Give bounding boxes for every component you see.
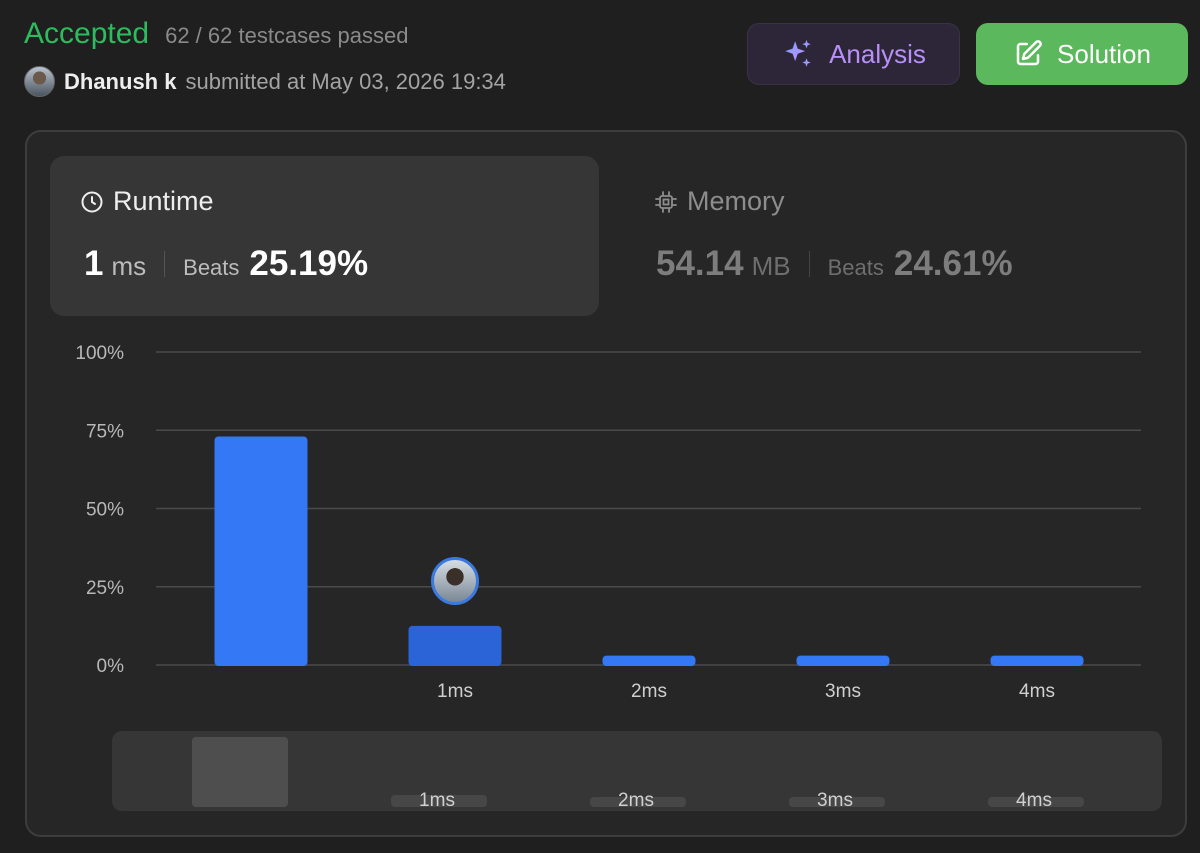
- runtime-unit: ms: [111, 251, 147, 281]
- bar: [214, 436, 308, 666]
- memory-unit: MB: [751, 251, 791, 281]
- x-tick-label: 4ms: [1019, 681, 1055, 702]
- memory-beats-label: Beats: [827, 255, 884, 280]
- submission-status: Accepted 62 / 62 testcases passed: [24, 17, 408, 51]
- analysis-button[interactable]: Analysis: [747, 23, 960, 85]
- accepted-status: Accepted: [24, 17, 150, 50]
- runtime-value: 1: [84, 244, 104, 283]
- runtime-divider: [164, 251, 166, 277]
- overview-tick-label: 1ms: [419, 790, 455, 811]
- memory-value: 54.14: [656, 244, 744, 283]
- overview-bar: [789, 797, 885, 807]
- memory-divider: [808, 251, 810, 277]
- user-name-link[interactable]: Dhanush k: [64, 68, 177, 94]
- y-tick-label: 75%: [86, 421, 124, 442]
- submitted-timestamp: submitted at May 03, 2026 19:34: [185, 68, 506, 94]
- edit-icon: [1016, 40, 1042, 66]
- bar: [990, 655, 1084, 666]
- overview-bar: [590, 797, 686, 807]
- submitter-info: Dhanush k submitted at May 03, 2026 19:3…: [24, 66, 506, 97]
- memory-title: Memory: [687, 186, 785, 216]
- overview-bar: [391, 795, 487, 807]
- avatar[interactable]: [24, 66, 55, 97]
- chip-icon: [655, 190, 677, 213]
- overview-tick-label: 3ms: [817, 790, 853, 811]
- runtime-header: Runtime: [80, 186, 214, 217]
- overview-bar: [192, 737, 288, 807]
- y-tick-label: 100%: [75, 343, 124, 364]
- x-tick-label: 2ms: [631, 681, 667, 702]
- x-tick-label: 3ms: [825, 681, 861, 702]
- user-position-avatar[interactable]: [431, 557, 479, 605]
- bar: [408, 625, 502, 666]
- bar: [796, 655, 890, 666]
- memory-beats-value: 24.61%: [893, 244, 1013, 283]
- y-tick-label: 25%: [86, 578, 124, 599]
- y-tick-label: 50%: [86, 500, 124, 521]
- overview-bar: [988, 797, 1084, 807]
- solution-button[interactable]: Solution: [976, 23, 1188, 85]
- testcases-summary: 62 / 62 testcases passed: [165, 23, 409, 48]
- runtime-beats-label: Beats: [183, 255, 240, 280]
- runtime-beats-value: 25.19%: [249, 244, 369, 283]
- runtime-values: 1 ms Beats 25.19%: [84, 244, 368, 284]
- analysis-button-label: Analysis: [829, 38, 926, 69]
- bar: [602, 655, 696, 666]
- solution-button-label: Solution: [1057, 38, 1151, 69]
- overview-tick-label: 2ms: [618, 790, 654, 811]
- x-tick-label: 1ms: [437, 681, 473, 702]
- memory-values: 54.14 MB Beats 24.61%: [656, 244, 1013, 284]
- runtime-title: Runtime: [113, 186, 214, 216]
- overview-tick-label: 4ms: [1016, 790, 1052, 811]
- y-tick-label: 0%: [97, 656, 125, 677]
- clock-icon: [81, 191, 103, 212]
- memory-header: Memory: [654, 186, 785, 217]
- runtime-panel[interactable]: Runtime 1 ms Beats 25.19%: [50, 156, 599, 316]
- sparkle-icon: [785, 39, 811, 67]
